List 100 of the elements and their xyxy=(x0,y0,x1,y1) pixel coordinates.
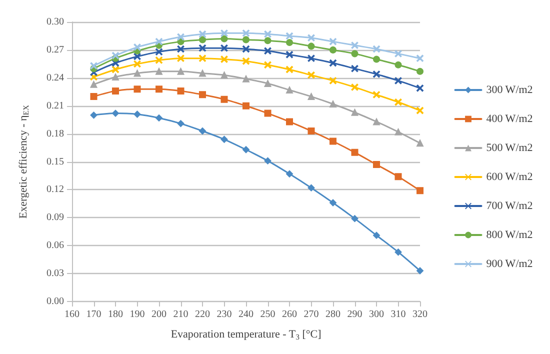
point xyxy=(156,38,162,46)
point xyxy=(373,118,380,126)
point xyxy=(156,56,162,64)
point xyxy=(308,34,315,42)
point xyxy=(286,66,293,74)
point xyxy=(351,215,358,222)
point xyxy=(134,86,141,93)
point xyxy=(264,30,272,38)
y-tick-label: 0.27 xyxy=(46,44,64,56)
point xyxy=(134,52,141,60)
point xyxy=(112,66,119,74)
point xyxy=(90,93,98,100)
point xyxy=(330,38,336,46)
x-tick-label: 210 xyxy=(173,309,188,320)
point xyxy=(264,61,272,68)
point xyxy=(308,42,315,50)
legend-label: 900 W/m2 xyxy=(486,258,533,270)
x-tick-label: 170 xyxy=(86,309,102,320)
legend-label: 800 W/m2 xyxy=(486,229,533,241)
x-tick-label: 230 xyxy=(216,309,232,320)
point xyxy=(351,50,358,58)
point xyxy=(394,61,402,68)
point xyxy=(330,77,336,84)
point xyxy=(242,146,250,154)
point xyxy=(112,87,119,94)
point xyxy=(156,114,162,122)
point xyxy=(373,70,380,78)
point xyxy=(112,73,119,80)
point xyxy=(330,100,336,108)
point xyxy=(220,44,228,52)
x-tick-label: 300 xyxy=(369,309,384,320)
y-tick-label: 0.30 xyxy=(46,16,64,28)
y-tick-label: 0.24 xyxy=(46,72,64,84)
point xyxy=(394,77,402,84)
point xyxy=(220,56,228,63)
x-tick-label: 320 xyxy=(412,309,428,320)
point xyxy=(351,84,358,91)
point xyxy=(177,68,184,75)
point xyxy=(351,42,358,49)
point xyxy=(90,62,98,70)
point xyxy=(199,128,206,135)
point xyxy=(373,161,380,168)
legend-label: 400 W/m2 xyxy=(486,113,533,125)
y-tick-label: 0.18 xyxy=(46,128,64,140)
point xyxy=(242,75,250,82)
point xyxy=(199,91,206,98)
x-tick-label: 250 xyxy=(260,309,276,320)
point xyxy=(177,54,184,62)
y-tick-label: 0.15 xyxy=(46,156,64,168)
point xyxy=(199,36,206,44)
x-tick-label: 190 xyxy=(130,309,145,320)
x-tick-label: 260 xyxy=(282,309,297,320)
y-tick-label: 0.09 xyxy=(46,212,64,224)
point xyxy=(264,110,272,117)
point xyxy=(177,120,184,128)
point xyxy=(351,108,358,116)
point xyxy=(394,248,402,256)
point xyxy=(286,118,293,126)
x-tick-label: 180 xyxy=(108,309,123,320)
point xyxy=(199,44,206,52)
point xyxy=(308,128,315,135)
point xyxy=(177,87,184,94)
point xyxy=(308,72,315,79)
point xyxy=(394,50,402,58)
x-tick-label: 220 xyxy=(195,309,210,320)
point xyxy=(112,52,119,60)
point xyxy=(330,59,336,66)
point xyxy=(242,30,250,37)
y-tick-label: 0.21 xyxy=(46,100,64,112)
point xyxy=(416,68,424,75)
point xyxy=(351,148,358,156)
point xyxy=(394,98,402,106)
point xyxy=(286,32,293,40)
point xyxy=(134,44,141,51)
point xyxy=(308,54,315,62)
point xyxy=(90,80,98,88)
point xyxy=(264,37,272,44)
point xyxy=(373,91,380,98)
point xyxy=(220,30,228,37)
point xyxy=(394,128,402,136)
x-tick-label: 280 xyxy=(326,309,340,320)
x-tick-label: 270 xyxy=(304,309,319,320)
point xyxy=(330,199,336,206)
point xyxy=(199,54,206,62)
point xyxy=(199,70,206,77)
point xyxy=(220,96,228,103)
point xyxy=(264,47,272,54)
point xyxy=(286,39,293,46)
point xyxy=(416,267,424,274)
x-tick-label: 310 xyxy=(390,309,406,320)
point xyxy=(134,110,141,118)
point xyxy=(286,86,293,94)
point xyxy=(156,86,162,93)
point xyxy=(90,112,98,119)
point xyxy=(156,48,162,56)
point xyxy=(416,84,424,92)
point xyxy=(177,33,184,40)
point xyxy=(220,35,228,42)
x-tick-label: 240 xyxy=(238,309,254,320)
point xyxy=(330,46,336,54)
